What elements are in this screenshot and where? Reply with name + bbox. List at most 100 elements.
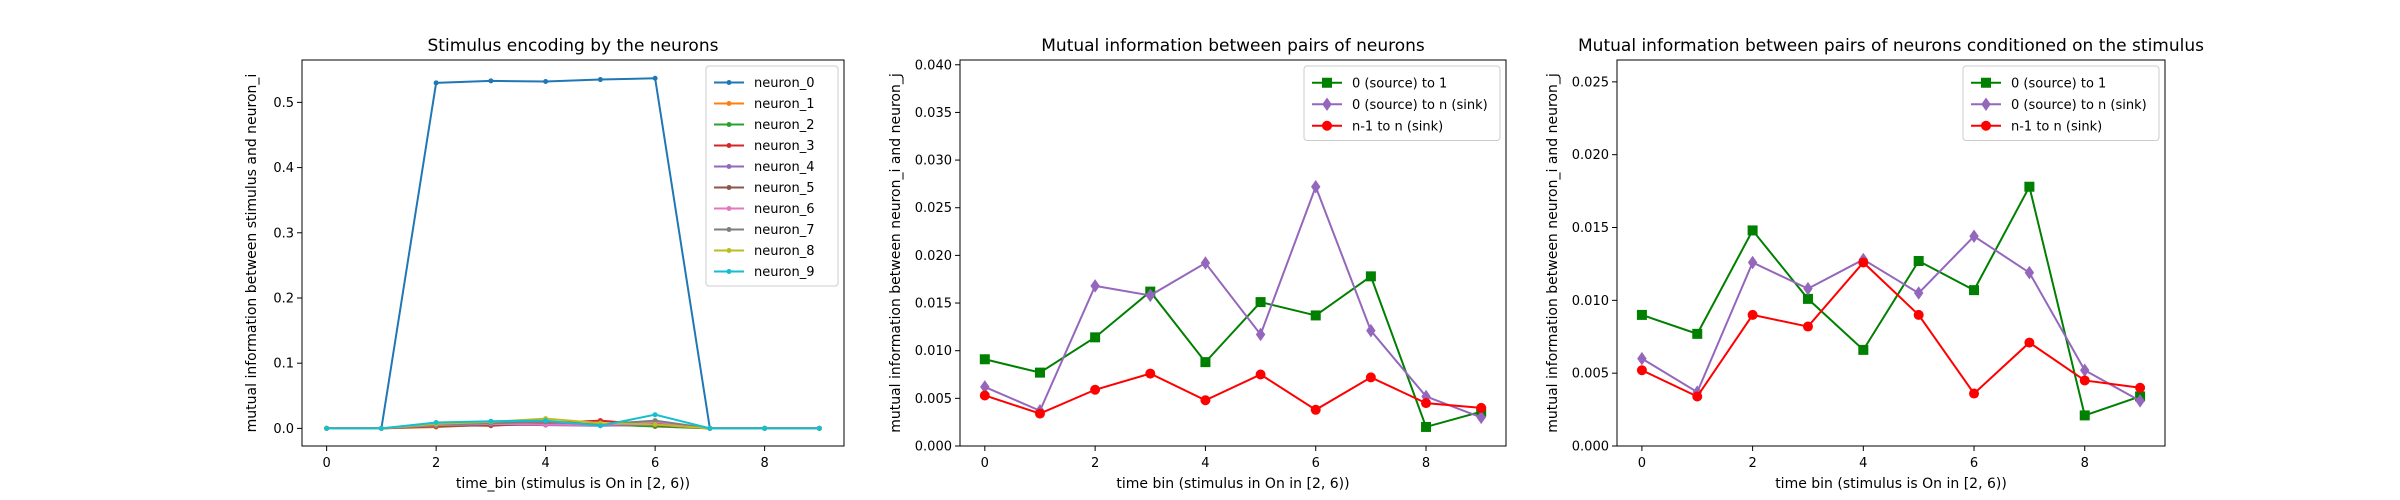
x-axis-label: time bin (stimulus in On in [2, 6)) [1116, 476, 1349, 492]
series-line-2 [984, 183, 1482, 419]
series-line-3 [1641, 261, 2141, 398]
data-point [1034, 367, 1045, 378]
data-point [1255, 297, 1266, 308]
y-tick-label: 0.035 [915, 106, 952, 121]
data-point [1913, 309, 1924, 320]
x-tick-label: 2 [1748, 456, 1756, 471]
legend-entry: neuron_3 [754, 139, 815, 154]
data-point [1969, 229, 1979, 243]
data-point [1913, 256, 1924, 267]
x-axis-label: time bin (stimulus is On in [2, 6)) [1775, 476, 2007, 492]
y-tick-label: 0.5 [273, 96, 294, 111]
data-point [1802, 293, 1813, 304]
y-tick-label: 0.010 [1572, 294, 1609, 309]
data-point [980, 380, 990, 394]
series-line-1 [1641, 183, 2141, 417]
y-tick-label: 0.005 [915, 392, 952, 407]
data-point [1747, 255, 1758, 270]
y-tick-label: 0.000 [1572, 440, 1609, 455]
legend-marker [726, 185, 732, 190]
legend-entry: neuron_2 [754, 118, 815, 133]
plot-area [979, 180, 1487, 432]
legend-marker [726, 206, 732, 211]
data-point [1858, 344, 1869, 355]
x-tick-label: 8 [2081, 456, 2089, 471]
data-point [2024, 337, 2035, 348]
data-point [816, 425, 822, 431]
legend-entry: neuron_6 [754, 202, 815, 217]
data-point [1365, 271, 1376, 282]
legend: 0 (source) to 1 0 (source) to n (sink) n-1… [1303, 65, 1501, 141]
legend-marker [1981, 97, 1991, 111]
x-tick-label: 6 [1970, 456, 1978, 471]
data-point [1421, 421, 1432, 432]
legend-marker [726, 143, 732, 148]
legend-entry: n-1 to n (sink) [1352, 119, 1443, 134]
data-point [979, 390, 990, 401]
chart-1: 0 2 4 6 8 0.0 0.1 0.2 0.3 0.4 0.5 Stimulus encoding… [244, 36, 845, 492]
data-point [1913, 286, 1924, 300]
data-point [1476, 402, 1487, 413]
y-tick-label: 0.020 [915, 249, 952, 264]
data-point [1476, 410, 1486, 425]
x-axis-label: time_bin (stimulus is On in [2, 6)) [456, 476, 690, 492]
x-tick-label: 0 [981, 456, 989, 471]
chart-title: Mutual information between pairs of neur… [1041, 36, 1425, 56]
data-point [543, 79, 549, 85]
y-tick-label: 0.020 [1572, 148, 1609, 163]
series-line-10 [326, 413, 820, 430]
data-point [597, 77, 603, 83]
x-tick-label: 4 [1859, 456, 1867, 471]
y-tick-label: 0.4 [273, 161, 294, 176]
data-point [1090, 332, 1101, 343]
legend-marker [726, 248, 732, 253]
legend-entry: neuron_4 [754, 160, 815, 175]
legend-entry: n-1 to n (sink) [2011, 119, 2102, 134]
legend: 0 (source) to 1 0 (source) to n (sink) n-1… [1962, 65, 2160, 141]
data-point [1636, 309, 1647, 320]
legend-entry: 0 (source) to n (sink) [1352, 98, 1488, 113]
legend-marker [726, 101, 732, 106]
legend-marker [726, 269, 732, 274]
y-tick-label: 0.2 [273, 291, 294, 306]
legend-entry: neuron_8 [754, 244, 815, 259]
legend-box [705, 65, 839, 287]
data-point [1858, 257, 1869, 268]
data-point [1803, 281, 1813, 296]
y-tick-label: 0.000 [915, 440, 952, 455]
series-line-2 [1641, 234, 2141, 402]
plot-area [1636, 181, 2146, 421]
data-point [1090, 384, 1101, 395]
legend-box [1303, 65, 1501, 141]
legend-entry: neuron_5 [754, 181, 815, 196]
data-point [543, 418, 549, 424]
data-point [1421, 389, 1431, 404]
x-tick-label: 8 [1422, 456, 1430, 471]
data-point [1692, 328, 1703, 339]
data-point [1692, 391, 1703, 402]
legend-entry: 0 (source) to 1 [1352, 76, 1447, 91]
legend-entry: neuron_9 [754, 265, 815, 280]
data-point [2135, 394, 2145, 408]
legend-marker [726, 80, 732, 85]
y-tick-label: 0.025 [915, 201, 952, 216]
data-point [1421, 398, 1432, 409]
y-tick-label: 0.3 [273, 226, 294, 241]
axes-frame [959, 59, 1507, 447]
y-tick-label: 0.005 [1572, 367, 1609, 382]
data-point [488, 78, 494, 84]
data-point [1145, 288, 1155, 303]
data-point [378, 425, 384, 431]
x-tick-label: 2 [1091, 456, 1099, 471]
data-point [1200, 256, 1211, 270]
data-point [762, 425, 768, 431]
data-point [1969, 388, 1980, 399]
x-tick-label: 6 [651, 456, 659, 471]
data-point [1255, 369, 1266, 380]
legend-marker [726, 227, 732, 232]
legend-marker [1322, 77, 1332, 88]
data-point [2079, 410, 2090, 421]
x-tick-label: 2 [432, 456, 440, 471]
data-point [2024, 265, 2035, 280]
data-point [433, 80, 439, 86]
